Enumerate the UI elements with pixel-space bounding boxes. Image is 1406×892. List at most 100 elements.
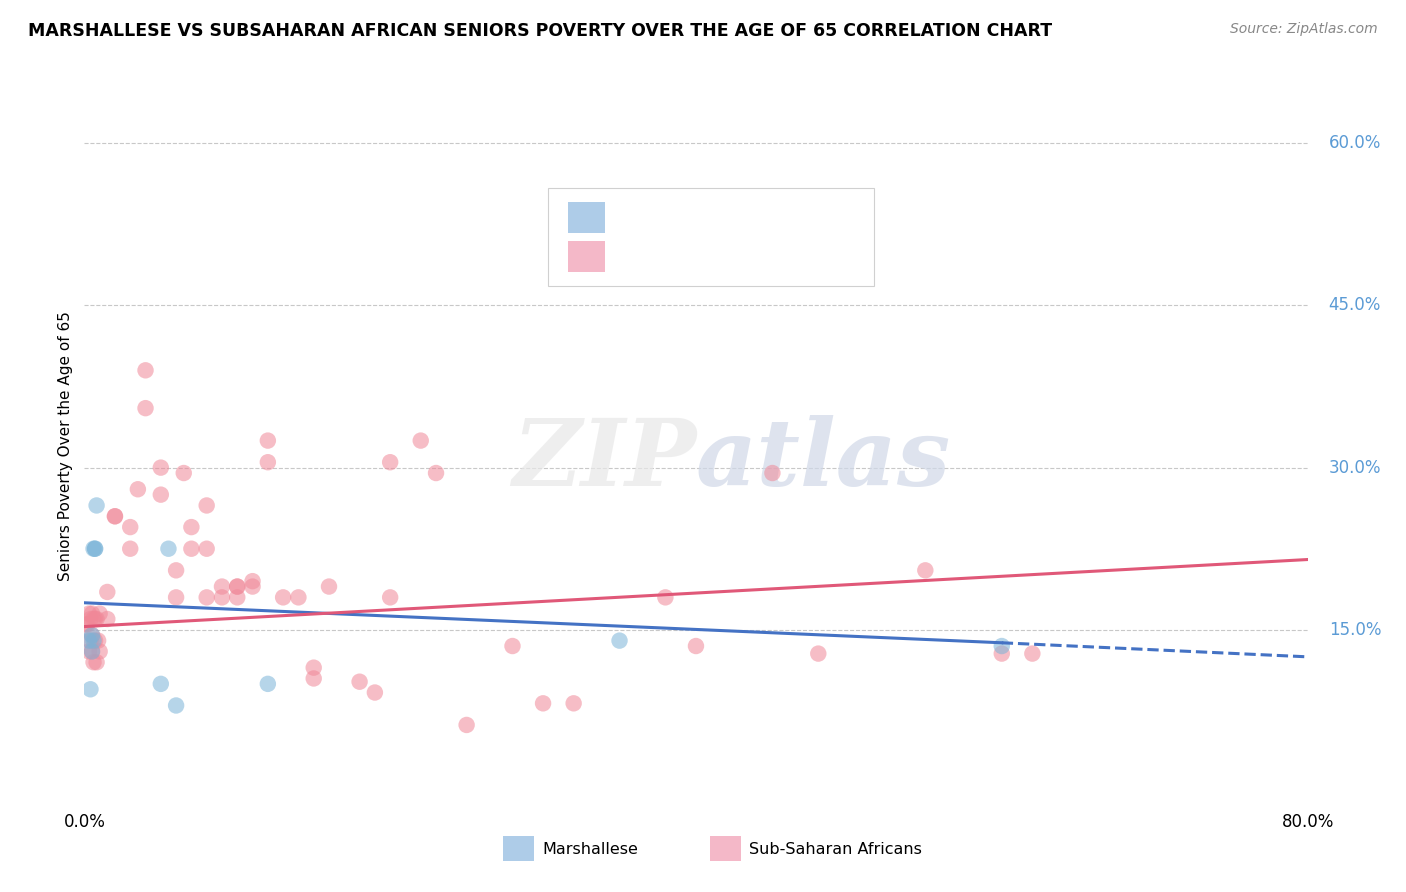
Point bbox=[104, 509, 127, 524]
Point bbox=[80, 607, 103, 621]
Point bbox=[195, 499, 218, 513]
Point bbox=[83, 633, 105, 648]
Y-axis label: Seniors Poverty Over the Age of 65: Seniors Poverty Over the Age of 65 bbox=[58, 311, 73, 581]
Point bbox=[914, 563, 936, 577]
Point bbox=[531, 696, 554, 710]
Text: 60.0%: 60.0% bbox=[1329, 135, 1381, 153]
Point bbox=[287, 591, 309, 605]
Point bbox=[77, 607, 100, 621]
Point bbox=[456, 718, 478, 732]
Point bbox=[226, 591, 249, 605]
Point bbox=[195, 541, 218, 556]
Point bbox=[149, 677, 172, 691]
Text: 0.109: 0.109 bbox=[654, 250, 704, 264]
Point bbox=[149, 460, 172, 475]
Point bbox=[242, 574, 264, 589]
Point bbox=[226, 580, 249, 594]
Text: 15: 15 bbox=[780, 211, 803, 225]
Point bbox=[165, 698, 187, 713]
Point bbox=[84, 541, 107, 556]
Point bbox=[86, 499, 108, 513]
Point bbox=[195, 591, 218, 605]
Point bbox=[257, 677, 280, 691]
Point bbox=[1021, 647, 1043, 661]
Point bbox=[79, 612, 101, 626]
Point bbox=[77, 633, 100, 648]
Point bbox=[135, 363, 157, 377]
Point bbox=[96, 612, 118, 626]
Point bbox=[211, 591, 233, 605]
Point bbox=[80, 628, 103, 642]
Point bbox=[80, 628, 103, 642]
Text: -0.099: -0.099 bbox=[654, 211, 711, 225]
Point bbox=[380, 455, 402, 469]
Point bbox=[165, 591, 187, 605]
Text: N =: N = bbox=[727, 250, 762, 264]
Point bbox=[79, 682, 101, 697]
Point bbox=[84, 633, 107, 648]
Text: 15.0%: 15.0% bbox=[1329, 621, 1381, 639]
Point bbox=[761, 466, 783, 480]
Point bbox=[211, 580, 233, 594]
Point bbox=[271, 591, 294, 605]
Point bbox=[502, 639, 524, 653]
Point bbox=[120, 541, 142, 556]
Point bbox=[76, 617, 98, 632]
Point bbox=[120, 520, 142, 534]
Point bbox=[157, 541, 180, 556]
Point bbox=[135, 401, 157, 416]
Point bbox=[80, 644, 103, 658]
Point bbox=[257, 455, 280, 469]
Point bbox=[318, 580, 340, 594]
Point bbox=[991, 639, 1014, 653]
Point bbox=[83, 541, 105, 556]
Point bbox=[149, 488, 172, 502]
Point bbox=[302, 660, 325, 674]
Point bbox=[86, 612, 108, 626]
Point bbox=[173, 466, 195, 480]
Point bbox=[349, 674, 371, 689]
Text: 30.0%: 30.0% bbox=[1329, 458, 1381, 476]
Point bbox=[83, 655, 105, 669]
Text: Sub-Saharan Africans: Sub-Saharan Africans bbox=[749, 842, 922, 856]
Point bbox=[364, 685, 387, 699]
Point bbox=[807, 647, 830, 661]
Point bbox=[89, 607, 111, 621]
Point bbox=[89, 644, 111, 658]
Point bbox=[257, 434, 280, 448]
Point bbox=[96, 585, 118, 599]
Point bbox=[83, 612, 105, 626]
Point bbox=[75, 617, 97, 632]
Text: atlas: atlas bbox=[696, 416, 952, 505]
Text: Marshallese: Marshallese bbox=[543, 842, 638, 856]
Point bbox=[302, 672, 325, 686]
Point bbox=[609, 633, 631, 648]
Point bbox=[79, 633, 101, 648]
Point bbox=[80, 644, 103, 658]
Point bbox=[180, 520, 202, 534]
Point bbox=[654, 591, 676, 605]
Point bbox=[609, 239, 631, 253]
Point bbox=[180, 541, 202, 556]
Text: ZIP: ZIP bbox=[512, 416, 696, 505]
Point bbox=[86, 655, 108, 669]
Point bbox=[84, 612, 107, 626]
Point bbox=[242, 580, 264, 594]
Point bbox=[685, 639, 707, 653]
Point bbox=[84, 541, 107, 556]
Text: R =: R = bbox=[617, 250, 658, 264]
Point bbox=[380, 591, 402, 605]
Point bbox=[127, 482, 149, 496]
Text: MARSHALLESE VS SUBSAHARAN AFRICAN SENIORS POVERTY OVER THE AGE OF 65 CORRELATION: MARSHALLESE VS SUBSAHARAN AFRICAN SENIOR… bbox=[28, 22, 1052, 40]
Point bbox=[104, 509, 127, 524]
Point bbox=[165, 563, 187, 577]
Point bbox=[991, 647, 1014, 661]
Point bbox=[409, 434, 432, 448]
Point bbox=[425, 466, 447, 480]
Text: N =: N = bbox=[727, 211, 762, 225]
Point bbox=[562, 696, 585, 710]
Text: R =: R = bbox=[617, 211, 652, 225]
Text: 69: 69 bbox=[780, 250, 803, 264]
Text: Source: ZipAtlas.com: Source: ZipAtlas.com bbox=[1230, 22, 1378, 37]
Text: 45.0%: 45.0% bbox=[1329, 296, 1381, 315]
